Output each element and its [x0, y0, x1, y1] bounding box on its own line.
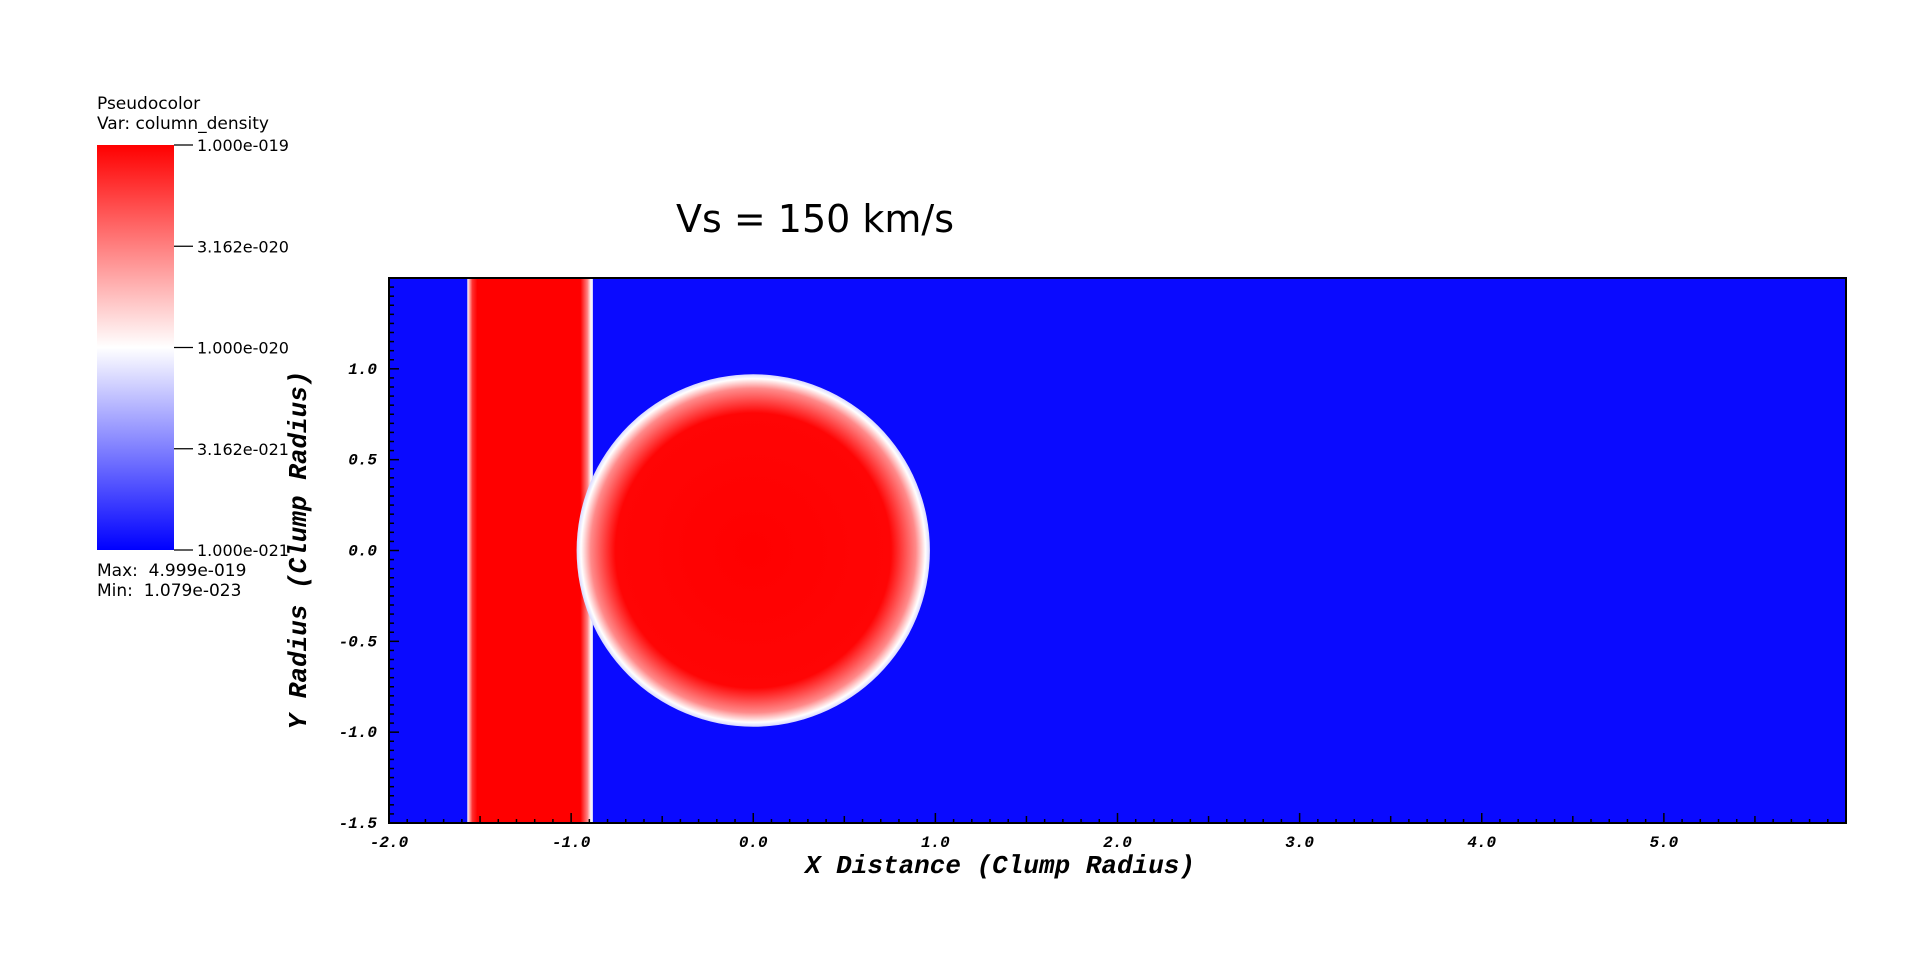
x-tick-label: 3.0: [1285, 834, 1314, 852]
legend-tick-label: 1.000e-021: [197, 541, 289, 560]
x-tick-label: 1.0: [921, 834, 950, 852]
x-tick-label: 4.0: [1467, 834, 1496, 852]
y-tick-label: 0.0: [348, 543, 377, 561]
legend-ticks: 1.000e-019 3.162e-020 1.000e-020 3.162e-021…: [174, 136, 289, 560]
chart-title: Vs = 150 km/s: [676, 197, 955, 241]
y-axis-label: Y Radius (Clump Radius): [284, 371, 314, 730]
x-tick-label: 0.0: [739, 834, 768, 852]
x-axis-label: X Distance (Clump Radius): [803, 851, 1195, 881]
legend-min-label: Min: 1.079e-023: [97, 581, 242, 601]
legend-tick-label: 1.000e-020: [197, 339, 289, 358]
y-tick-label: -0.5: [339, 633, 378, 651]
y-tick-label: 1.0: [348, 361, 377, 379]
legend-tick-label: 3.162e-020: [197, 237, 289, 256]
legend-colorbar: [97, 145, 174, 550]
x-tick-label: -1.0: [552, 834, 591, 852]
y-tick-label: 0.5: [348, 452, 377, 470]
y-tick-label: -1.5: [339, 815, 378, 833]
legend-max-label: Max: 4.999e-019: [97, 561, 247, 581]
shock-slab: [467, 278, 593, 823]
legend-variable-label: Var: column_density: [97, 114, 269, 134]
legend-title: Pseudocolor: [97, 94, 201, 114]
legend-tick-label: 3.162e-021: [197, 440, 289, 459]
clump-circle: [576, 374, 930, 727]
y-tick-label: -1.0: [339, 724, 378, 742]
x-tick-label: -2.0: [370, 834, 409, 852]
x-tick-label: 5.0: [1649, 834, 1678, 852]
legend-tick-label: 1.000e-019: [197, 136, 289, 155]
x-tick-label: 2.0: [1103, 834, 1132, 852]
